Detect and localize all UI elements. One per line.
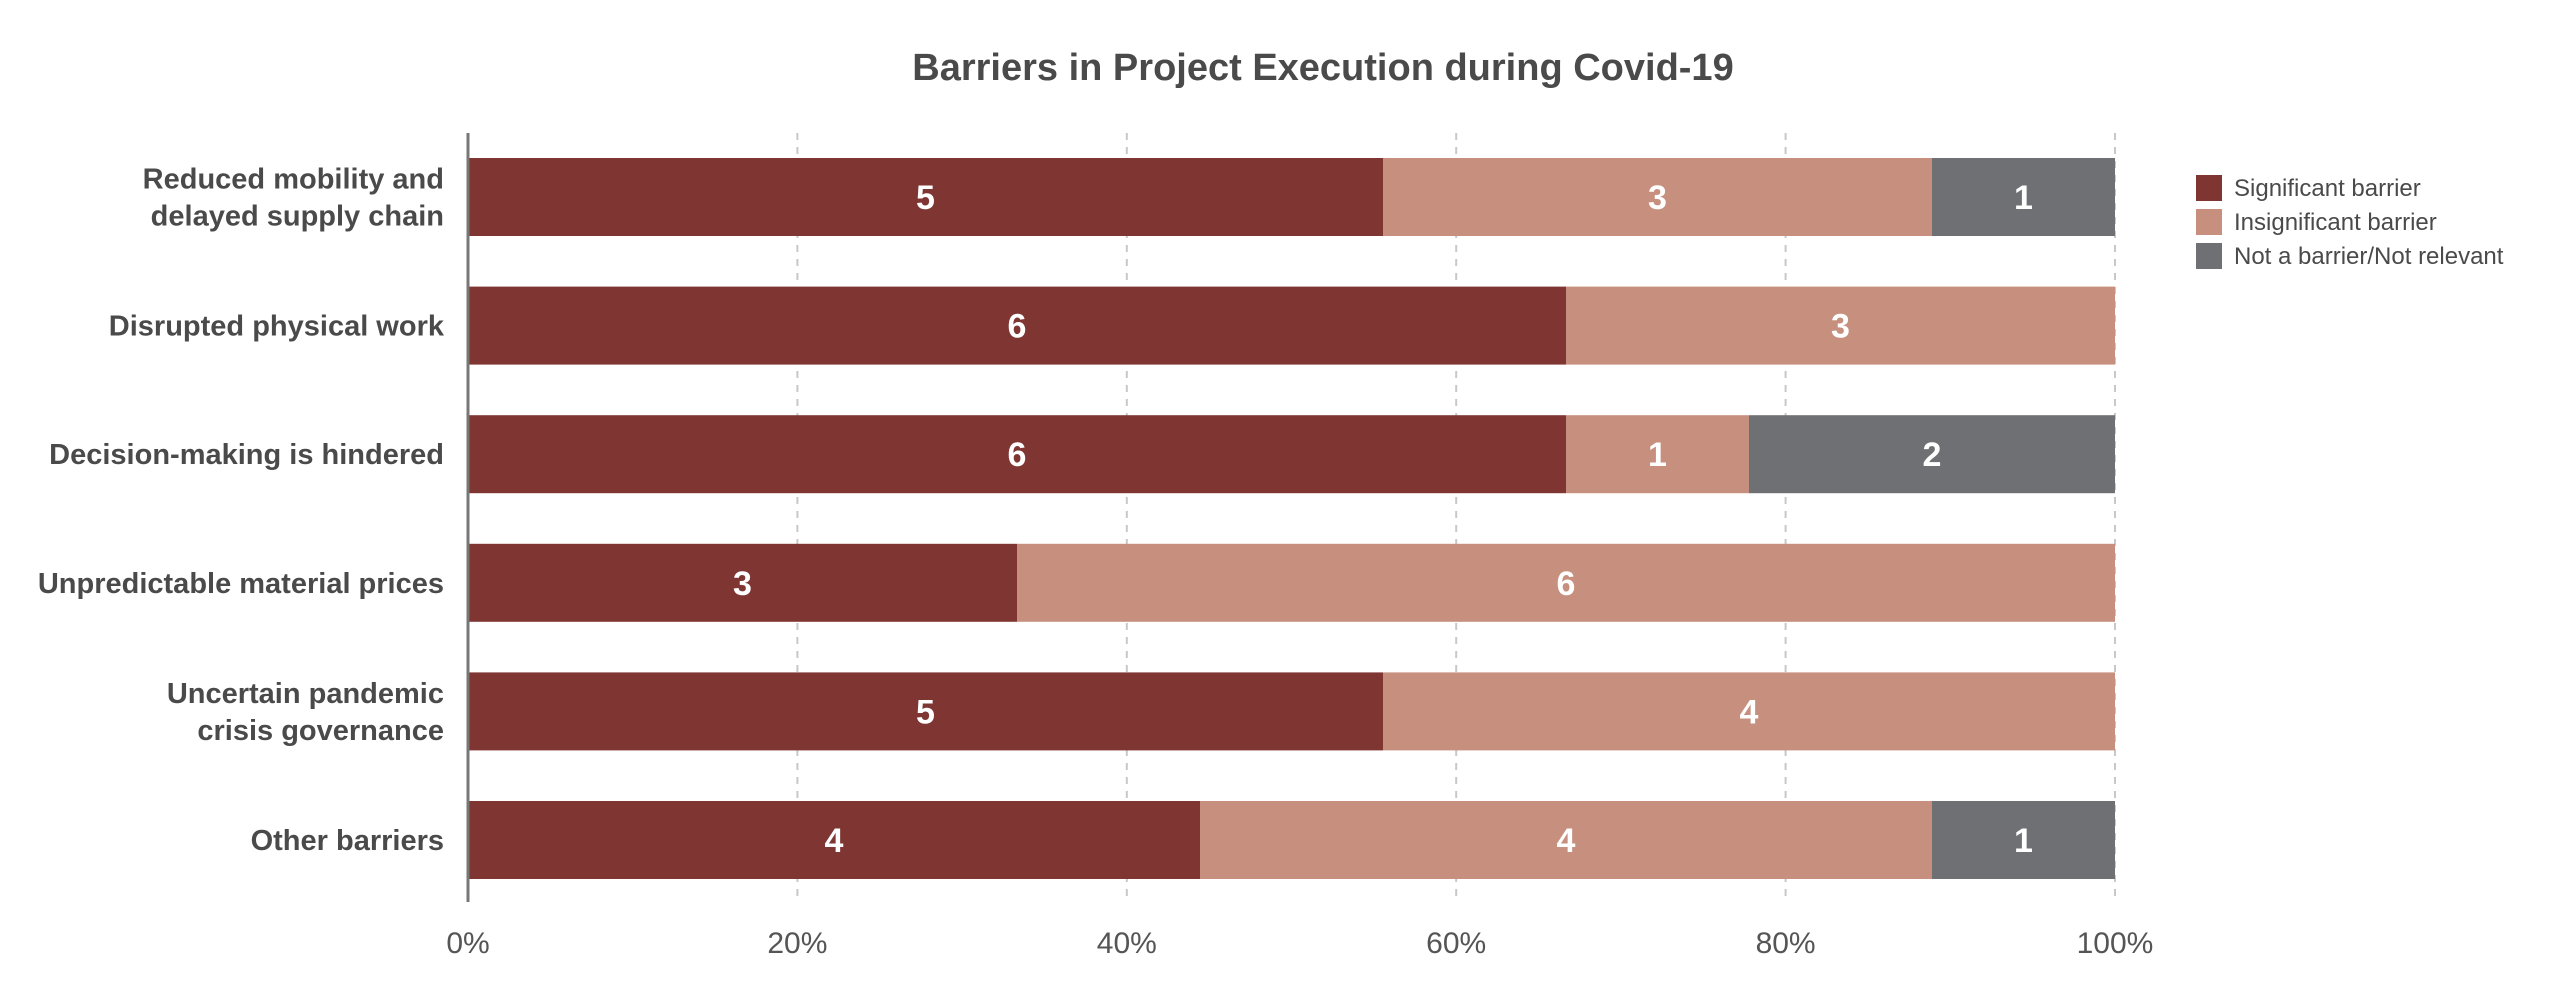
- bar-value-label: 5: [916, 693, 935, 731]
- category-label: Disrupted physical work: [109, 311, 445, 343]
- bar-segment: [468, 158, 1383, 236]
- bar-segment: [1932, 801, 2115, 879]
- bar-value-label: 2: [1923, 436, 1942, 474]
- category-label: Decision-making is hindered: [49, 439, 444, 471]
- bar-value-label: 6: [1557, 565, 1576, 603]
- bar-segment: [468, 672, 1383, 751]
- bar-value-label: 3: [733, 565, 752, 603]
- bar-segment: [468, 415, 1566, 494]
- bar-value-label: 1: [2014, 822, 2033, 860]
- bar-segment: [1932, 158, 2115, 236]
- bar-value-label: 1: [2014, 179, 2033, 217]
- bar-value-label: 3: [1831, 308, 1850, 346]
- bar-value-label: 4: [1740, 693, 1759, 731]
- bar-value-label: 1: [1648, 436, 1667, 474]
- bar-segment: [468, 286, 1566, 365]
- bar-segment: [468, 543, 1017, 622]
- legend-label: Insignificant barrier: [2234, 209, 2437, 236]
- category-label: Other barriers: [251, 825, 444, 857]
- legend-label: Significant barrier: [2234, 175, 2421, 202]
- x-tick-label: 80%: [1756, 927, 1816, 960]
- bar-value-label: 5: [916, 179, 935, 217]
- bars: 5 3 1 6 3 6 1 2 3 6 5 4 4 4 1: [466, 133, 2115, 902]
- grid: [796, 133, 2116, 902]
- bar-segment: [1017, 543, 2115, 622]
- bar-value-label: 3: [1648, 179, 1667, 217]
- bar-segment: [1383, 158, 1932, 236]
- legend-label: Not a barrier/Not relevant: [2234, 243, 2504, 270]
- x-tick-label: 0%: [446, 927, 489, 960]
- bar-segment: [1749, 415, 2115, 494]
- bar-value-label: 6: [1008, 436, 1027, 474]
- category-label: Unpredictable material prices: [38, 568, 444, 600]
- legend-swatch: [2196, 243, 2222, 269]
- bar-value-label: 6: [1008, 308, 1027, 346]
- legend-swatch: [2196, 209, 2222, 235]
- bar-value-label: 4: [1557, 822, 1576, 860]
- x-tick-label: 20%: [767, 927, 827, 960]
- x-tick-label: 60%: [1426, 927, 1486, 960]
- category-label: Uncertain pandemic crisis governance: [167, 678, 444, 747]
- bar-segment: [1566, 286, 2115, 365]
- category-label: Reduced mobility and delayed supply chain: [143, 164, 444, 233]
- x-tick-label: 40%: [1097, 927, 1157, 960]
- chart-title: Barriers in Project Execution during Cov…: [912, 47, 1733, 89]
- x-tick-label: 100%: [2077, 927, 2154, 960]
- category-labels: Reduced mobility and delayed supply chain…: [38, 164, 445, 858]
- bar-segment: [468, 801, 1200, 879]
- legend: Significant barrier Insignificant barrier…: [2196, 175, 2504, 270]
- bar-segment: [1383, 672, 2115, 751]
- bar-value-label: 4: [825, 822, 844, 860]
- bar-segment: [1200, 801, 1932, 879]
- x-axis-ticks: 0% 20% 40% 60% 80% 100%: [446, 927, 2153, 960]
- bar-segment: [1566, 415, 1749, 494]
- legend-swatch: [2196, 175, 2222, 201]
